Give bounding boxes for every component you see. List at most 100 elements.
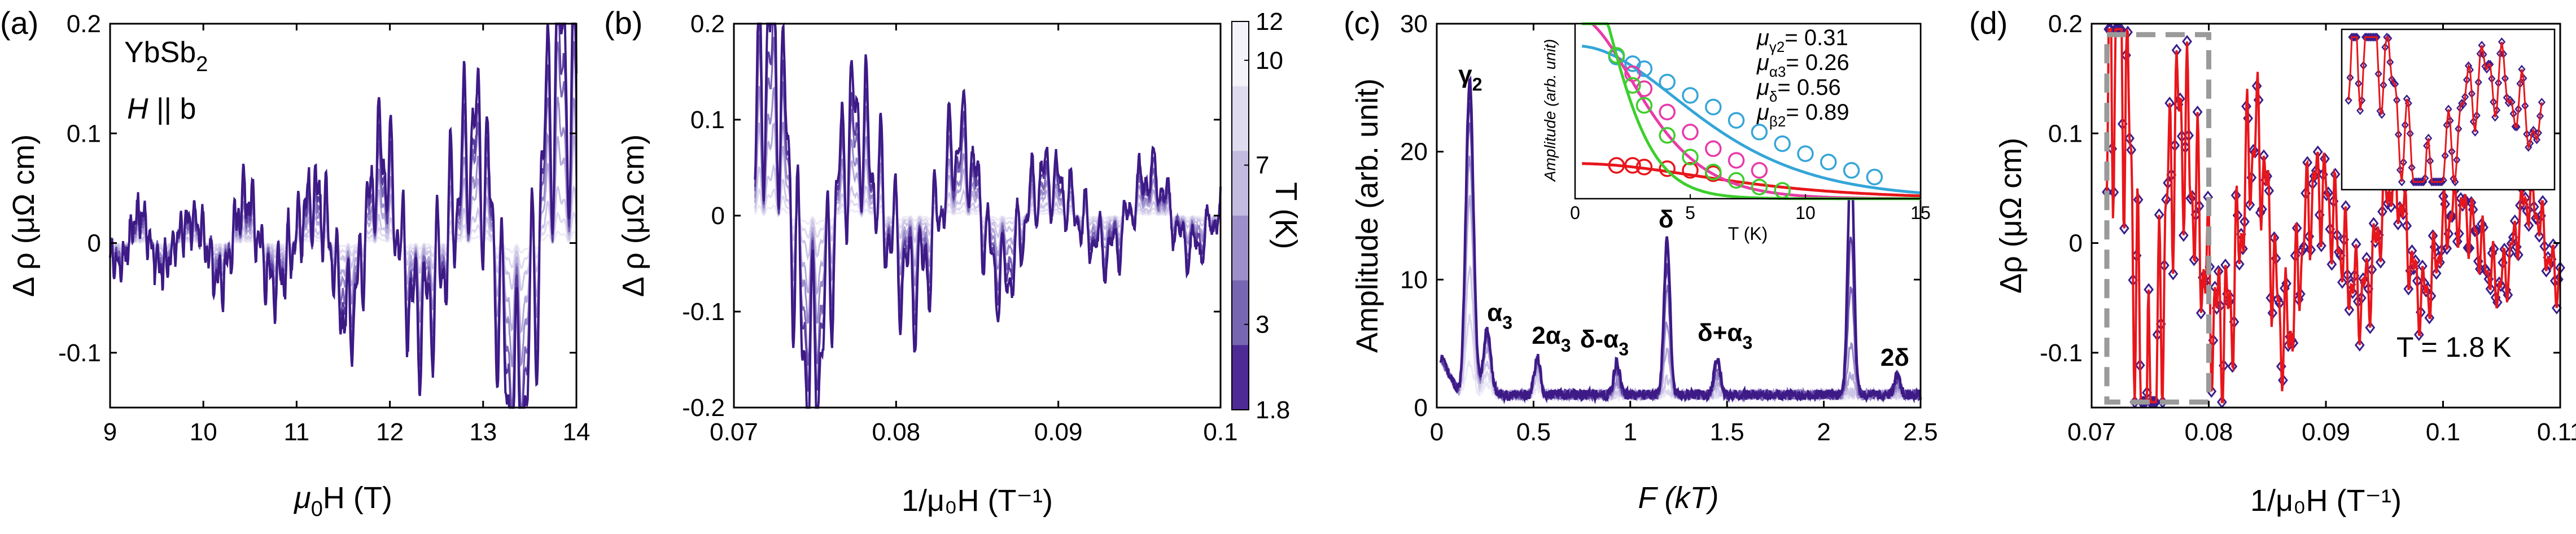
inset-point-β2 [1659, 127, 1676, 144]
inset-point-δ [1635, 80, 1653, 97]
panel-b-ylabel: Δ ρ (μΩ cm) [616, 134, 650, 297]
panel-d-ylabel: Δρ (μΩ cm) [1994, 138, 2028, 294]
peak-label: δ-α3 [1580, 325, 1629, 359]
panel-b-series-T1.8 [754, 22, 1222, 409]
panel-label-c: (c) [1344, 5, 1380, 41]
panel-d-data-marker [2316, 239, 2326, 252]
panel-d-inset-marker [2356, 106, 2364, 115]
panel-d-temperature-annotation: T = 1.8 K [2396, 331, 2511, 363]
inset-ticks: 0 5 10 15 [1570, 194, 1931, 223]
panel-d-inset-marker [2345, 95, 2352, 105]
peak-label: 2δ [1880, 344, 1909, 371]
panel-d-ticks: 0.07 0.08 0.09 0.1 0.11 -0.1 0 0.1 0.2 [2040, 10, 2576, 446]
inset-point-α3 [1659, 160, 1676, 177]
panel-d-data-marker [2393, 217, 2403, 231]
colorbar-segment [1232, 86, 1249, 151]
panel-d-xtick-label: 0.07 [2067, 418, 2116, 446]
panel-a-ytick-label: -0.1 [58, 339, 101, 367]
panel-b-ytick-label: -0.2 [682, 394, 725, 422]
panel-b-xtick-label: 0.08 [872, 418, 921, 446]
inset-point-β2 [1705, 164, 1722, 181]
panel-b: 0.07 0.08 0.09 0.1 -0.2 -0.1 0 0.1 0.2 1/μ₀H (T⁻… [616, 8, 1303, 518]
inset-point-δ [1727, 152, 1745, 169]
panel-d-xtick-label: 0.09 [2302, 418, 2350, 446]
panel-c-inset: 0 5 10 15 Amplitude (arb. unit) T (K) μγ2= … [1541, 22, 1931, 244]
panel-b-ytick-label: 0 [711, 202, 725, 230]
panel-d-xlabel: 1/μ₀H (T⁻¹) [2250, 484, 2402, 518]
colorbar-segment [1232, 21, 1249, 87]
inset-point-γ2 [1659, 73, 1676, 91]
panel-d-inset-curves [2345, 32, 2546, 187]
inset-point-α3 [1682, 162, 1699, 179]
inset-mass-entry: μβ2= 0.89 [1756, 100, 1849, 130]
panel-a-series-T12 [110, 230, 578, 254]
panel-b-ytick-label: 0.2 [690, 10, 725, 38]
inset-point-α3 [1624, 157, 1641, 174]
inset-point-α3 [1608, 157, 1625, 174]
panel-a-field-direction: H || b [127, 93, 196, 125]
panel-d-inset-marker [2398, 177, 2406, 187]
panel-a-ytick-label: 0.2 [67, 10, 101, 38]
panel-a-xtick-label: 14 [563, 418, 591, 446]
panel-c-curves [1439, 75, 1922, 405]
panel-d-inset-marker [2451, 177, 2459, 187]
colorbar-segment [1232, 151, 1249, 216]
panel-c-ytick-label: 0 [1414, 394, 1428, 422]
panel-d-data-marker [2424, 311, 2435, 325]
colorbar-segment [1232, 280, 1249, 345]
panel-d-data-marker [2413, 328, 2424, 342]
colorbar-tick-label: 1.8 [1256, 396, 1290, 424]
inset-xlabel: T (K) [1728, 224, 1768, 244]
panel-d-data-marker [2523, 218, 2534, 232]
inset-point-δ [1659, 103, 1676, 121]
colorbar-tick-label: 10 [1256, 47, 1283, 75]
panel-d-data-marker [2534, 229, 2544, 243]
colorbar-label: T (K) [1269, 182, 1303, 250]
inset-point-β2 [1751, 178, 1768, 196]
panel-d-data-marker [2431, 266, 2442, 280]
peak-label: 2α3 [1532, 322, 1571, 356]
inset-point-γ2 [1751, 124, 1768, 141]
panel-d-data-marker [2344, 303, 2355, 317]
panel-d-inset-fit [2347, 36, 2543, 185]
peak-label: δ [1659, 205, 1674, 233]
inset-point-γ2 [1843, 162, 1860, 179]
colorbar-tick-label: 12 [1256, 8, 1283, 36]
panel-d-data-marker [2551, 301, 2562, 315]
panel-d-data-marker [2299, 240, 2309, 253]
panel-d-curves [2102, 23, 2565, 409]
panel-a-xtick-label: 11 [284, 418, 310, 446]
panel-c-xtick-label: 0 [1430, 418, 1444, 446]
inset-ylabel: Amplitude (arb. unit) [1541, 39, 1559, 182]
peak-label: γ2 [1458, 61, 1482, 95]
panel-d-inset-marker [2491, 112, 2499, 122]
panel-c-xtick-label: 2 [1817, 418, 1830, 446]
panel-a-xtick-label: 13 [469, 418, 497, 446]
panel-c-series-T1.8 [1439, 75, 1922, 405]
inset-point-δ [1624, 65, 1641, 82]
panel-d-data-marker [2178, 229, 2189, 242]
inset-axes-frame [1574, 23, 1922, 200]
panel-c-xlabel: F (kT) [1638, 481, 1719, 515]
panel-d-inset-marker [2533, 135, 2541, 145]
panel-a-ticks: 9 10 11 12 13 14 -0.1 0 0.1 0.2 [58, 10, 590, 446]
panel-b-ytick-label: -0.1 [682, 298, 725, 326]
panel-d-inset-marker [2485, 59, 2492, 69]
panel-c-xtick-label: 0.5 [1516, 418, 1551, 446]
panel-d-data-marker [2337, 275, 2347, 289]
panel-d-ytick-label: 0 [2069, 230, 2083, 257]
panel-c-ylabel: Amplitude (arb. unit) [1350, 78, 1384, 353]
peak-label: α3 [1487, 299, 1512, 333]
inset-curves [1581, 22, 1921, 200]
inset-point-α3 [1635, 159, 1653, 176]
panel-d-inset-marker [2388, 75, 2396, 84]
colorbar-frame [1231, 21, 1249, 410]
inset-point-γ2 [1705, 98, 1722, 116]
panel-b-xtick-label: 0.09 [1034, 418, 1083, 446]
panel-d-data-marker [2375, 255, 2386, 269]
inset-point-γ2 [1797, 145, 1814, 163]
colorbar: 12 10 7 3 1.8 [1231, 8, 1290, 424]
panel-d-data-marker [2447, 209, 2457, 223]
